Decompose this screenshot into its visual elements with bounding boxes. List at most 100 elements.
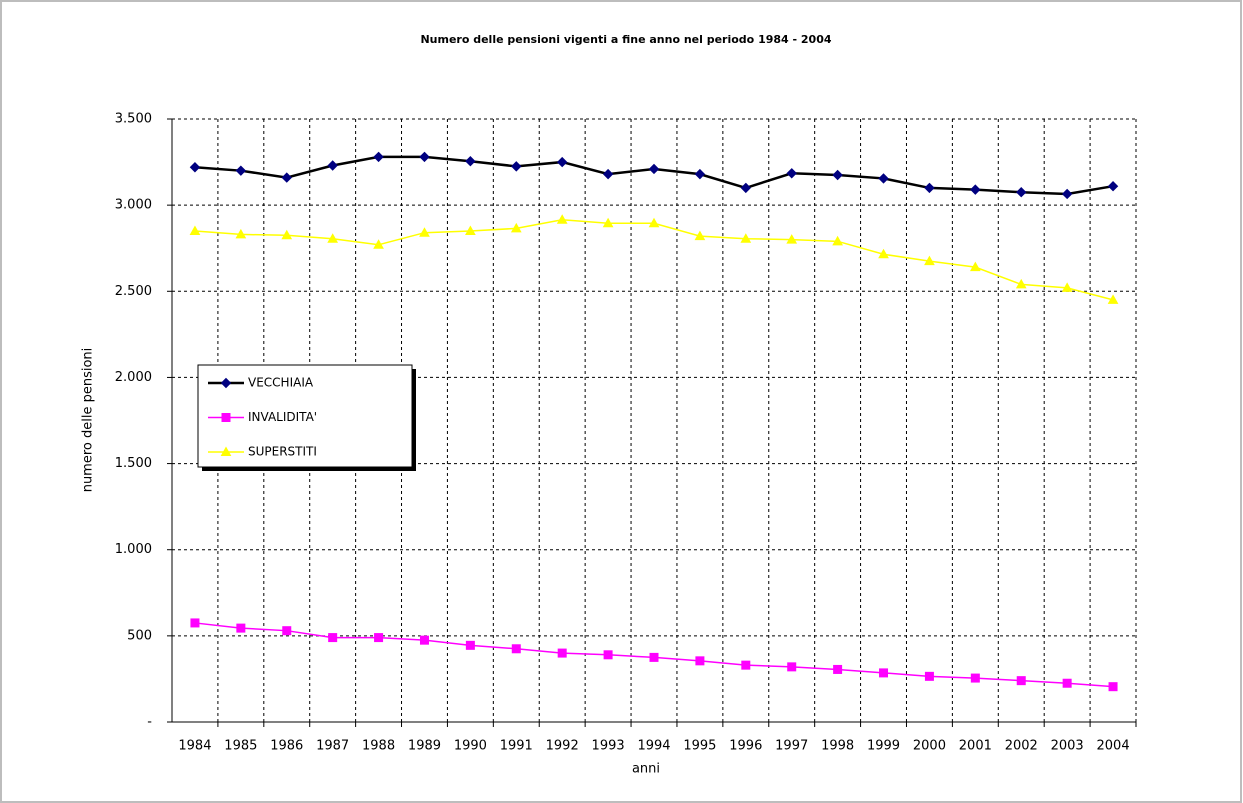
marker-diamond — [1061, 188, 1073, 200]
marker-triangle — [786, 234, 798, 244]
marker-triangle — [694, 230, 706, 241]
marker-square — [741, 660, 751, 670]
x-tick-label: 1994 — [637, 739, 670, 754]
marker-diamond — [648, 163, 660, 175]
marker-triangle — [510, 222, 522, 233]
x-tick-label: 2001 — [959, 739, 992, 754]
marker-triangle — [1107, 294, 1119, 304]
y-tick-label: 500 — [127, 628, 152, 643]
x-tick-label: 1988 — [362, 739, 395, 754]
marker-diamond — [602, 168, 614, 180]
x-tick-label: 2003 — [1051, 739, 1084, 754]
marker-square — [1016, 676, 1026, 686]
x-tick-label: 1996 — [729, 739, 762, 754]
marker-diamond — [465, 156, 476, 167]
marker-triangle — [740, 233, 752, 243]
marker-triangle — [465, 225, 476, 235]
x-tick-label: 1999 — [867, 739, 900, 754]
marker-triangle — [924, 255, 935, 266]
legend-label: SUPERSTITI — [248, 445, 317, 459]
marker-diamond — [1016, 187, 1027, 198]
marker-triangle — [648, 217, 660, 228]
marker-triangle — [189, 225, 201, 235]
marker-triangle — [1061, 282, 1073, 292]
marker-triangle — [373, 239, 384, 249]
x-tick-label: 1992 — [546, 739, 579, 754]
x-tick-label: 2000 — [913, 739, 946, 754]
x-tick-label: 1993 — [592, 739, 625, 754]
marker-square — [221, 413, 231, 422]
marker-square — [879, 668, 889, 678]
y-tick-label: 2.500 — [115, 284, 152, 299]
marker-square — [511, 644, 521, 654]
x-tick-label: 1984 — [178, 739, 211, 754]
marker-diamond — [970, 184, 981, 195]
x-tick-label: 2004 — [1097, 739, 1130, 754]
x-tick-label: 1995 — [683, 739, 716, 754]
marker-square — [970, 673, 980, 683]
marker-square — [649, 652, 659, 662]
x-tick-label: 1989 — [408, 739, 441, 754]
marker-square — [1108, 682, 1118, 692]
marker-triangle — [419, 227, 430, 237]
y-tick-label: - — [147, 715, 152, 730]
marker-diamond — [327, 160, 338, 171]
y-tick-label: 3.500 — [115, 112, 152, 127]
marker-square — [236, 623, 246, 633]
marker-square — [419, 635, 429, 645]
marker-square — [557, 648, 567, 658]
marker-triangle — [220, 446, 232, 456]
marker-square — [465, 640, 475, 650]
marker-diamond — [220, 377, 232, 389]
marker-diamond — [1107, 180, 1119, 192]
y-tick-label: 1.500 — [115, 456, 152, 471]
marker-diamond — [419, 151, 430, 163]
x-tick-label: 1987 — [316, 739, 349, 754]
marker-diamond — [878, 173, 889, 184]
marker-square — [695, 656, 705, 666]
marker-square — [328, 633, 338, 643]
marker-diamond — [235, 165, 247, 176]
marker-triangle — [832, 235, 843, 246]
marker-triangle — [969, 261, 981, 272]
marker-diamond — [832, 169, 843, 181]
y-tick-label: 1.000 — [115, 542, 152, 557]
marker-triangle — [602, 217, 614, 228]
marker-square — [374, 633, 384, 643]
marker-triangle — [1015, 278, 1027, 289]
marker-square — [833, 664, 843, 674]
y-axis-label: numero delle pensioni — [81, 348, 96, 493]
marker-square — [190, 618, 200, 628]
marker-triangle — [281, 229, 293, 240]
y-tick-label: 2.000 — [115, 370, 152, 385]
marker-diamond — [373, 151, 384, 163]
marker-diamond — [189, 162, 201, 173]
marker-diamond — [556, 156, 568, 168]
marker-square — [1062, 678, 1072, 688]
x-tick-label: 1998 — [821, 739, 854, 754]
marker-diamond — [694, 168, 706, 180]
marker-square — [282, 626, 292, 636]
marker-diamond — [511, 161, 522, 172]
marker-square — [924, 671, 934, 681]
x-tick-label: 1986 — [270, 739, 303, 754]
marker-diamond — [740, 182, 752, 194]
marker-diamond — [281, 172, 292, 183]
x-tick-label: 1997 — [775, 739, 808, 754]
marker-square — [603, 650, 613, 660]
marker-diamond — [924, 182, 935, 194]
marker-triangle — [235, 228, 247, 239]
marker-triangle — [327, 233, 339, 243]
x-tick-label: 1985 — [224, 739, 257, 754]
chart-title: Numero delle pensioni vigenti a fine ann… — [420, 33, 831, 46]
legend-label: VECCHIAIA — [248, 376, 314, 390]
x-tick-label: 2002 — [1005, 739, 1038, 754]
y-tick-label: 3.000 — [115, 198, 152, 213]
legend-label: INVALIDITA' — [248, 410, 317, 424]
marker-triangle — [878, 248, 889, 259]
marker-square — [787, 662, 797, 672]
x-tick-label: 1990 — [454, 739, 487, 754]
marker-triangle — [556, 214, 568, 224]
marker-diamond — [786, 168, 797, 179]
